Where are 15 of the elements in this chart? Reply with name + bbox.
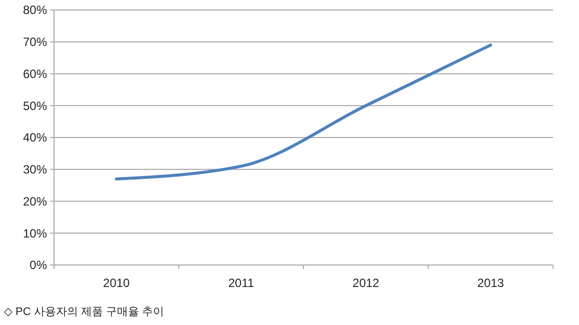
y-tick-label: 70%	[22, 35, 48, 50]
y-tick-label: 60%	[22, 66, 48, 81]
x-tick-label: 2011	[228, 276, 254, 290]
y-tick-label: 20%	[22, 194, 48, 208]
y-tick-label: 10%	[22, 226, 48, 240]
x-tick-label: 2010	[103, 276, 130, 290]
y-tick-label: 50%	[22, 98, 48, 113]
text: ◇ PC 사용자의 제품 구매율 추이	[4, 306, 164, 318]
line-series	[114, 44, 492, 180]
y-tick-label: 80%	[22, 3, 48, 18]
x-tick-label: 2012	[352, 276, 380, 290]
y-tick-label: 30%	[22, 162, 48, 177]
y-tick-label: 0%	[30, 258, 48, 272]
y-tick-label: 40%	[22, 130, 48, 145]
x-tick-label: 2013	[477, 276, 504, 290]
